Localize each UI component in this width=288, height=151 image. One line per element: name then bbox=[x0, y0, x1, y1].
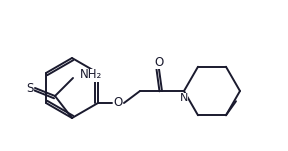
Text: NH₂: NH₂ bbox=[80, 69, 102, 82]
Text: O: O bbox=[113, 96, 123, 109]
Text: S: S bbox=[26, 82, 34, 95]
Text: N: N bbox=[180, 93, 188, 103]
Text: O: O bbox=[154, 56, 164, 69]
